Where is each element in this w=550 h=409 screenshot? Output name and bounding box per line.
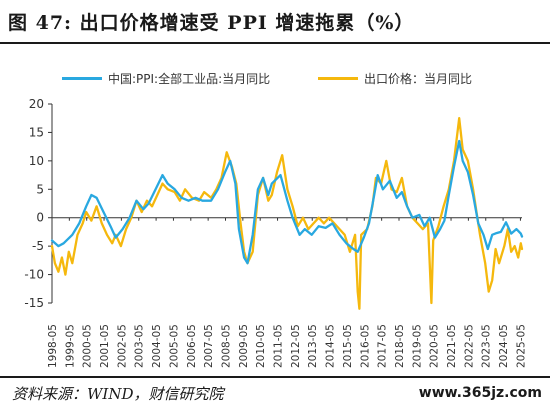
source-note: 资料来源：WIND，财信研究院	[12, 385, 224, 403]
y-tick-label: -15	[24, 296, 44, 310]
legend-swatch-ppi	[62, 77, 102, 80]
legend-label-export: 出口价格：当月同比	[364, 72, 473, 86]
figure-title: 图 47: 出口价格增速受 PPI 增速拖累（%）	[8, 12, 415, 34]
x-tick-label: 2007-05	[203, 324, 215, 368]
x-tick-label: 2017-05	[377, 324, 389, 368]
x-tick-label: 2008-05	[220, 324, 232, 368]
x-tick-label: 2010-05	[255, 324, 267, 368]
series-line-export-price	[50, 117, 524, 310]
x-tick-label: 2022-05	[463, 324, 475, 368]
figure-header: 图 47: 出口价格增速受 PPI 增速拖累（%）	[0, 0, 550, 44]
x-tick-label: 2009-05	[238, 324, 250, 368]
x-tick-label: 2011-05	[273, 324, 285, 368]
x-tick-label: 2024-05	[498, 324, 510, 368]
y-tick-label: 10	[29, 154, 44, 168]
x-tick-label: 2002-05	[116, 324, 128, 368]
x-tick-label: 2019-05	[411, 324, 423, 368]
x-tick-label: 2005-05	[168, 324, 180, 368]
x-tick-label: 2016-05	[359, 324, 371, 368]
series-line-ppi	[50, 139, 524, 265]
y-tick-label: 5	[36, 182, 44, 196]
chart-legend: 中国:PPI:全部工业品:当月同比 出口价格：当月同比	[0, 70, 550, 90]
legend-item-export: 出口价格：当月同比	[318, 70, 472, 87]
x-tick-label: 2023-05	[481, 324, 493, 368]
x-tick-label: 2006-05	[186, 324, 198, 368]
x-tick-label: 2015-05	[342, 324, 354, 368]
x-tick-label: 2004-05	[151, 324, 163, 368]
legend-label-ppi: 中国:PPI:全部工业品:当月同比	[108, 72, 271, 86]
x-tick-label: 1999-05	[64, 324, 76, 368]
x-tick-label: 2000-05	[82, 324, 94, 368]
y-tick-label: -5	[32, 239, 44, 253]
legend-swatch-export	[318, 77, 358, 80]
figure-footer: 资料来源：WIND，财信研究院 www.365jz.com	[0, 376, 550, 409]
watermark-text: www.365jz.com	[418, 385, 542, 401]
x-tick-label: 2001-05	[99, 324, 111, 368]
y-tick-label: 20	[29, 97, 44, 111]
x-tick-label: 2020-05	[429, 324, 441, 368]
x-tick-label: 2025-05	[515, 324, 527, 368]
y-tick-label: 15	[29, 125, 44, 139]
x-tick-label: 2012-05	[290, 324, 302, 368]
y-tick-label: 0	[36, 211, 44, 225]
line-chart: -15 -10 -5 0 5 10 15 20 1998-05 1999-05 2000-05 200…	[24, 97, 527, 368]
x-tick-label: 2003-05	[134, 324, 146, 368]
x-tick-label: 2018-05	[394, 324, 406, 368]
x-tick-label: 2021-05	[446, 324, 458, 368]
x-tick-label: 1998-05	[47, 324, 59, 368]
x-tick-label: 2013-05	[307, 324, 319, 368]
y-tick-label: -10	[24, 268, 44, 282]
legend-item-ppi: 中国:PPI:全部工业品:当月同比	[62, 70, 270, 87]
x-tick-label: 2014-05	[325, 324, 337, 368]
